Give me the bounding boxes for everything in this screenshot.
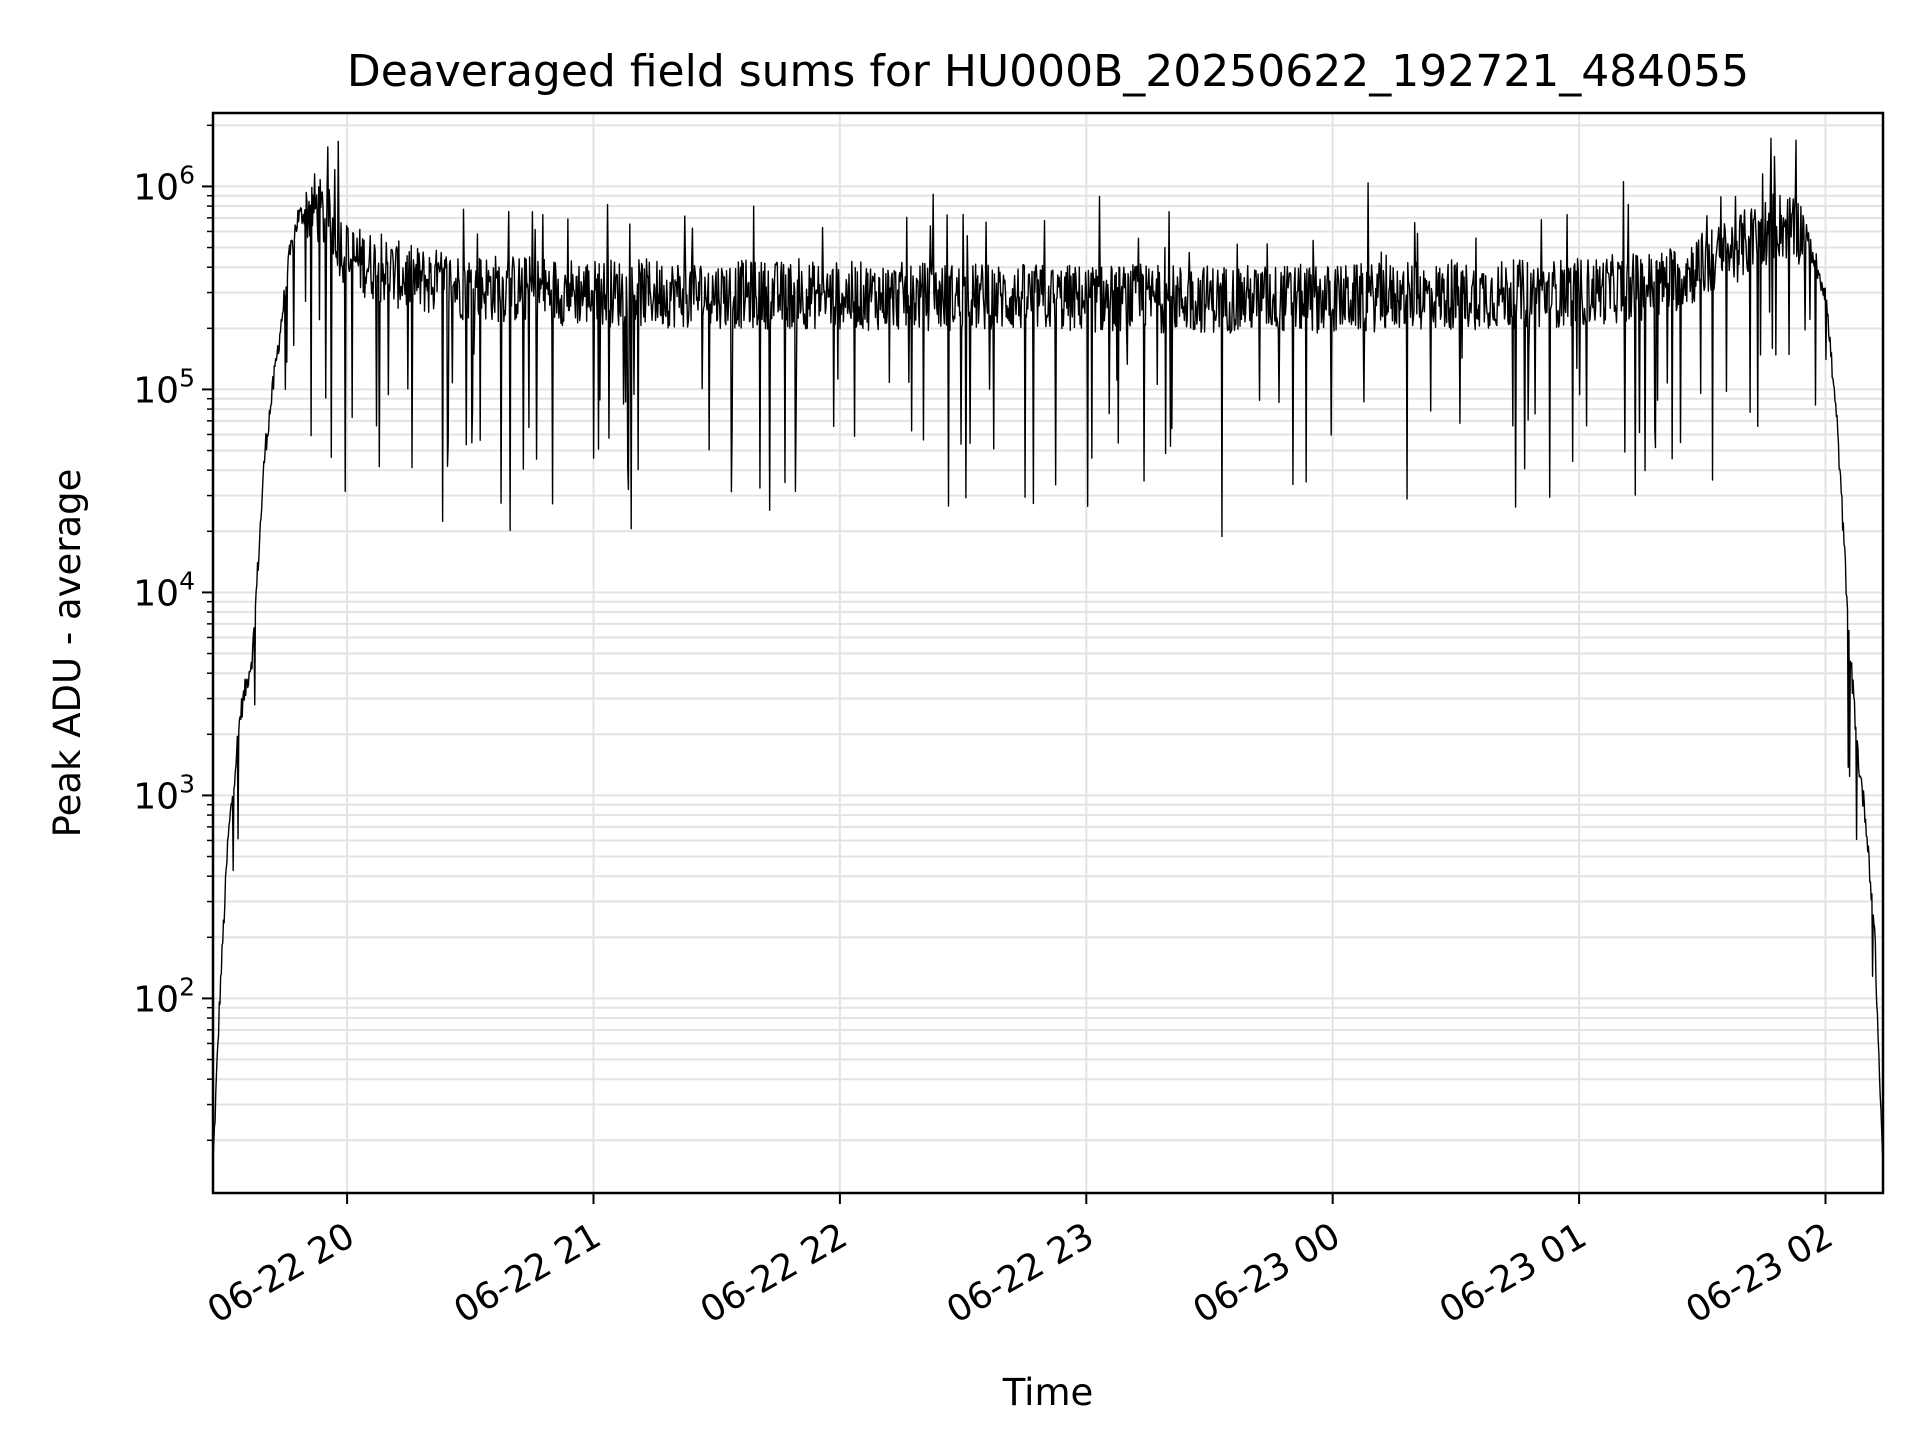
chart-title: Deaveraged field sums for HU000B_2025062…: [347, 46, 1749, 97]
y-axis-label: Peak ADU - average: [46, 469, 89, 838]
x-axis-label: Time: [1002, 1371, 1094, 1414]
